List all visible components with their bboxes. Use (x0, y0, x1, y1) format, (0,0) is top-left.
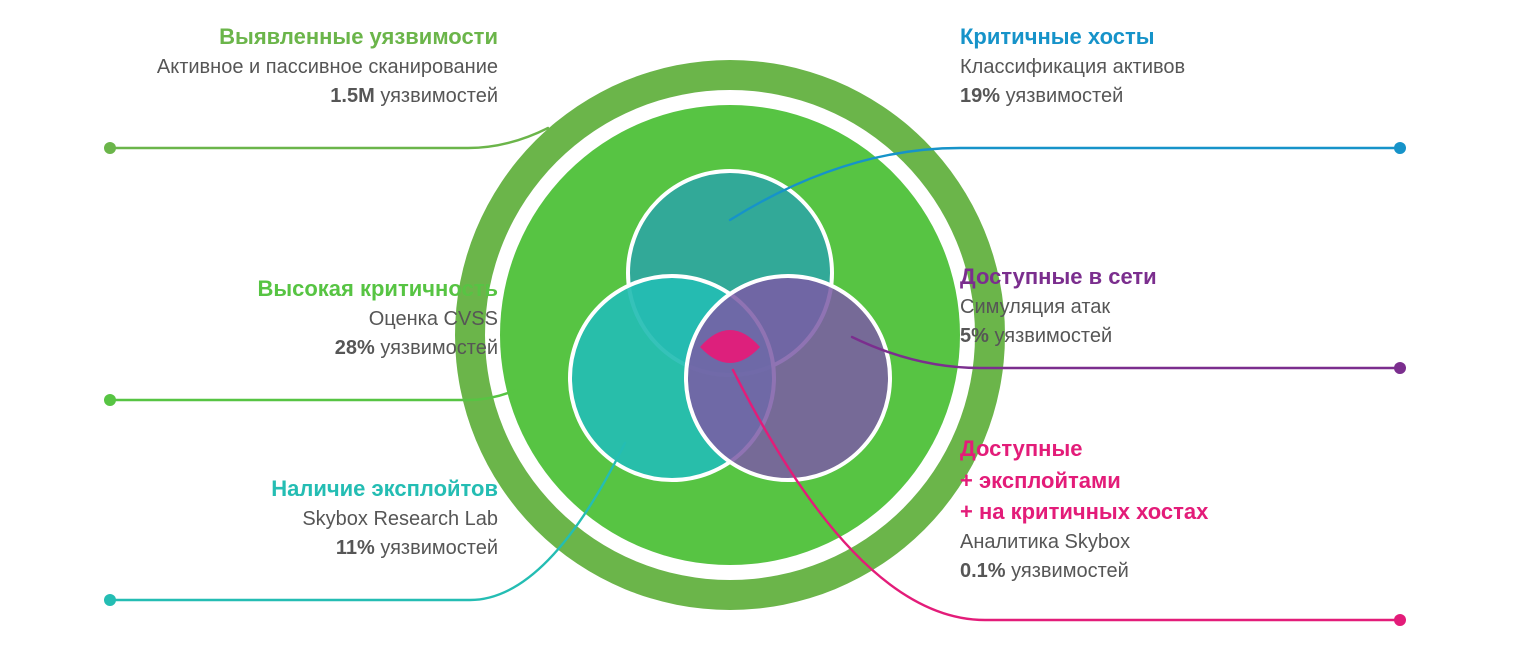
label-network-exposed: Доступные в сети Симуляция атак 5% уязви… (960, 262, 1157, 350)
label-title: Доступные (960, 434, 1208, 464)
label-sub: Классификация активов (960, 54, 1185, 81)
label-stat: 11% уязвимостей (271, 535, 498, 562)
label-title: Выявленные уязвимости (157, 22, 498, 52)
label-sub: Активное и пассивное сканирование (157, 54, 498, 81)
label-sub: Симуляция атак (960, 294, 1157, 321)
label-stat: 0.1% уязвимостей (960, 558, 1208, 585)
label-discovered-vulns: Выявленные уязвимости Активное и пассивн… (157, 22, 498, 110)
label-stat: 19% уязвимостей (960, 83, 1185, 110)
label-title: Наличие эксплойтов (271, 474, 498, 504)
label-title: Критичные хосты (960, 22, 1185, 52)
infographic-stage: Выявленные уязвимости Активное и пассивн… (0, 0, 1520, 648)
label-final-intersection: Доступные + эксплойтами + на критичных х… (960, 434, 1208, 585)
label-title3: + на критичных хостах (960, 497, 1208, 527)
label-stat: 1.5M уязвимостей (157, 83, 498, 110)
label-stat: 5% уязвимостей (960, 323, 1157, 350)
label-exploits-available: Наличие эксплойтов Skybox Research Lab 1… (271, 474, 498, 562)
label-high-criticality: Высокая критичность Оценка CVSS 28% уязв… (257, 274, 498, 362)
label-title: Высокая критичность (257, 274, 498, 304)
label-title: Доступные в сети (960, 262, 1157, 292)
label-sub: Skybox Research Lab (271, 506, 498, 533)
label-sub: Оценка CVSS (257, 306, 498, 333)
label-critical-hosts: Критичные хосты Классификация активов 19… (960, 22, 1185, 110)
label-title2: + эксплойтами (960, 466, 1208, 496)
label-sub: Аналитика Skybox (960, 529, 1208, 556)
label-stat: 28% уязвимостей (257, 335, 498, 362)
